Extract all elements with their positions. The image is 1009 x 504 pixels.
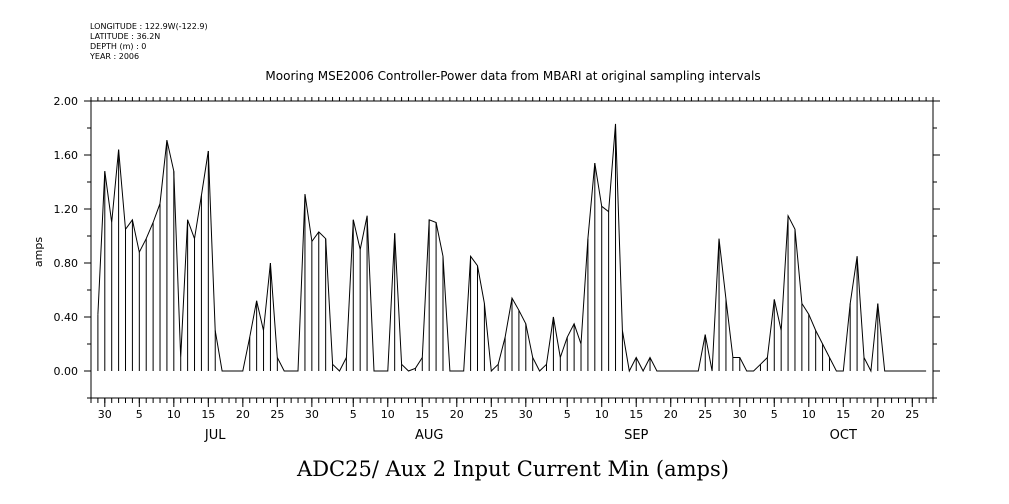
y-tick-label: 0.80	[54, 257, 79, 270]
x-tick-label: 30	[305, 408, 319, 421]
x-tick-label: 15	[836, 408, 850, 421]
x-tick-label: 25	[905, 408, 919, 421]
x-tick-label: 10	[381, 408, 395, 421]
x-tick-label: 20	[450, 408, 464, 421]
chart-title: Mooring MSE2006 Controller-Power data fr…	[265, 69, 760, 83]
axes: 0.00 0.40 0.80 1.20 1.60 2.00 30 5 10 15 20 25 30 5 10…	[54, 95, 940, 443]
y-tick-label: 0.00	[54, 365, 79, 378]
x-tick-label: 25	[270, 408, 284, 421]
month-label: OCT	[830, 428, 857, 443]
plot-area	[97, 123, 927, 373]
x-tick-label: 20	[236, 408, 250, 421]
x-tick-label: 5	[136, 408, 143, 421]
x-tick-label: 10	[595, 408, 609, 421]
x-tick-label: 10	[167, 408, 181, 421]
latitude-label: LATITUDE : 36.2N	[90, 32, 161, 41]
x-tick-label: 30	[519, 408, 533, 421]
depth-label: DEPTH (m) : 0	[90, 42, 147, 51]
x-tick-label: 15	[629, 408, 643, 421]
y-tick-label: 1.60	[54, 149, 79, 162]
x-tick-label: 25	[698, 408, 712, 421]
x-tick-label: 5	[771, 408, 778, 421]
year-label: YEAR : 2006	[90, 52, 140, 61]
month-label: JUL	[204, 428, 226, 443]
x-tick-label: 20	[664, 408, 678, 421]
y-axis-label: amps	[32, 237, 45, 267]
y-tick-label: 2.00	[54, 95, 79, 108]
x-tick-label: 20	[871, 408, 885, 421]
x-tick-label: 5	[350, 408, 357, 421]
y-tick-label: 1.20	[54, 203, 79, 216]
x-tick-label: 15	[415, 408, 429, 421]
month-label: AUG	[415, 428, 443, 443]
x-tick-label: 25	[484, 408, 498, 421]
x-tick-label: 15	[201, 408, 215, 421]
longitude-label: LONGITUDE : 122.9W(-122.9)	[90, 22, 208, 31]
x-tick-label: 30	[733, 408, 747, 421]
month-label: SEP	[624, 428, 648, 443]
metadata-block: LONGITUDE : 122.9W(-122.9) LATITUDE : 36…	[90, 22, 208, 62]
x-axis-label: ADC25/ Aux 2 Input Current Min (amps)	[296, 457, 729, 481]
x-tick-label: 10	[802, 408, 816, 421]
x-tick-label: 5	[564, 408, 571, 421]
y-tick-label: 0.40	[54, 311, 79, 324]
x-tick-label: 30	[98, 408, 112, 421]
